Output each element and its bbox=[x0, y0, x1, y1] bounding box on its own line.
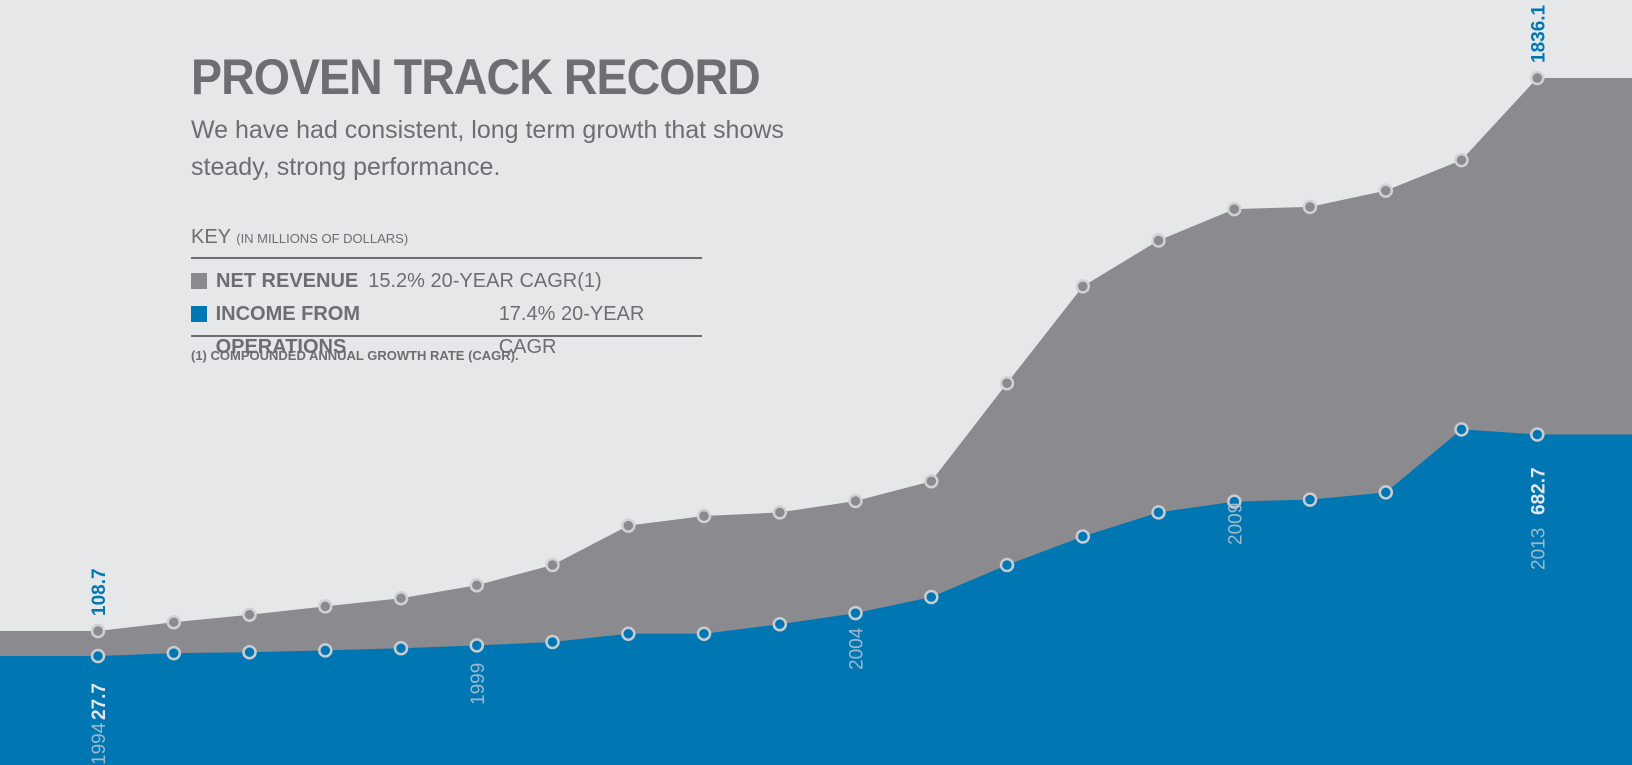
year-tick-2009: 2009 bbox=[1225, 503, 1246, 545]
value-label-income-2013: 682.7 bbox=[1528, 467, 1549, 515]
net-revenue-point-2013 bbox=[1530, 70, 1545, 86]
net-revenue-point-2009 bbox=[1227, 201, 1242, 217]
net-revenue-point-2011 bbox=[1378, 183, 1394, 198]
net-revenue-swatch bbox=[191, 273, 207, 289]
value-label-income-1994: 27.7 bbox=[89, 683, 110, 720]
year-tick-2004: 2004 bbox=[847, 627, 868, 670]
net-revenue-point-1997 bbox=[318, 599, 333, 614]
key-units-note: (IN MILLIONS OF DOLLARS) bbox=[236, 231, 409, 246]
page-title: PROVEN TRACK RECORD bbox=[191, 49, 761, 105]
income-from-operations-point-1998 bbox=[393, 640, 409, 656]
income-from-operations-point-1997 bbox=[318, 643, 333, 658]
income-from-operations-area bbox=[0, 429, 1632, 765]
income-from-operations-point-2004 bbox=[848, 605, 863, 621]
income-from-operations-point-2003 bbox=[772, 616, 788, 632]
income-from-operations-point-2013 bbox=[1530, 427, 1545, 442]
income-from-operations-point-2010 bbox=[1302, 492, 1318, 507]
year-tick-1999: 1999 bbox=[468, 663, 489, 705]
net-revenue-point-1994 bbox=[90, 623, 106, 639]
net-revenue-point-2001 bbox=[621, 518, 636, 533]
net-revenue-point-2008 bbox=[1151, 233, 1166, 248]
value-label-net-revenue-2013: 1836.1 bbox=[1528, 4, 1549, 63]
net-revenue-point-1999 bbox=[469, 578, 485, 593]
net-revenue-point-2006 bbox=[999, 375, 1015, 391]
income-from-operations-swatch bbox=[191, 306, 207, 322]
net-revenue-point-1996 bbox=[242, 607, 257, 622]
income-from-operations-point-1994 bbox=[90, 648, 106, 664]
key-title: KEY bbox=[191, 226, 231, 248]
income-from-operations-point-2007 bbox=[1075, 529, 1091, 544]
net-revenue-point-1998 bbox=[393, 590, 409, 606]
net-revenue-point-2000 bbox=[545, 557, 560, 573]
income-from-operations-point-2000 bbox=[545, 634, 560, 650]
income-from-operations-point-2005 bbox=[924, 589, 939, 605]
income-from-operations-point-1999 bbox=[469, 638, 485, 653]
income-from-operations-point-2001 bbox=[621, 626, 636, 641]
key-heading: KEY (IN MILLIONS OF DOLLARS) bbox=[191, 226, 702, 259]
key-label-income-from-operations: INCOME FROM OPERATIONS bbox=[215, 303, 360, 358]
page-subtitle: We have had consistent, long term growth… bbox=[191, 116, 784, 181]
net-revenue-point-2002 bbox=[696, 508, 712, 524]
income-from-operations-point-2009 bbox=[1227, 494, 1242, 509]
key-footnote: (1) COMPOUNDED ANNUAL GROWTH RATE (CAGR)… bbox=[191, 348, 519, 363]
income-from-operations-point-2002 bbox=[696, 626, 712, 641]
chart-key: KEY (IN MILLIONS OF DOLLARS) NET REVENUE… bbox=[191, 226, 702, 363]
net-revenue-point-2004 bbox=[848, 493, 863, 509]
income-from-operations-point-1996 bbox=[242, 644, 257, 660]
key-cagr-net-revenue: 15.2% 20-YEAR CAGR(1) bbox=[368, 270, 602, 292]
net-revenue-point-2005 bbox=[924, 473, 939, 489]
net-revenue-point-1995 bbox=[166, 614, 182, 630]
value-label-net-revenue-1994: 108.7 bbox=[89, 568, 110, 616]
income-from-operations-point-1995 bbox=[166, 645, 182, 661]
year-tick-1994: 1994 bbox=[89, 722, 110, 765]
net-revenue-point-2007 bbox=[1075, 279, 1091, 294]
income-from-operations-point-2012 bbox=[1454, 422, 1469, 437]
income-from-operations-point-2008 bbox=[1151, 505, 1166, 520]
income-from-operations-point-2011 bbox=[1378, 485, 1394, 500]
net-revenue-point-2012 bbox=[1454, 152, 1469, 168]
key-item-income-from-operations: INCOME FROM OPERATIONS 17.4% 20-YEAR CAG… bbox=[191, 298, 702, 358]
net-revenue-point-2003 bbox=[772, 505, 788, 520]
key-label-net-revenue: NET REVENUE bbox=[216, 270, 359, 292]
year-tick-2013: 2013 bbox=[1528, 528, 1549, 570]
key-item-net-revenue: NET REVENUE 15.2% 20-YEAR CAGR(1) bbox=[191, 265, 702, 298]
net-revenue-point-2010 bbox=[1302, 199, 1318, 215]
income-from-operations-point-2006 bbox=[999, 557, 1015, 573]
key-cagr-income-from-operations: 17.4% 20-YEAR CAGR bbox=[498, 303, 645, 358]
